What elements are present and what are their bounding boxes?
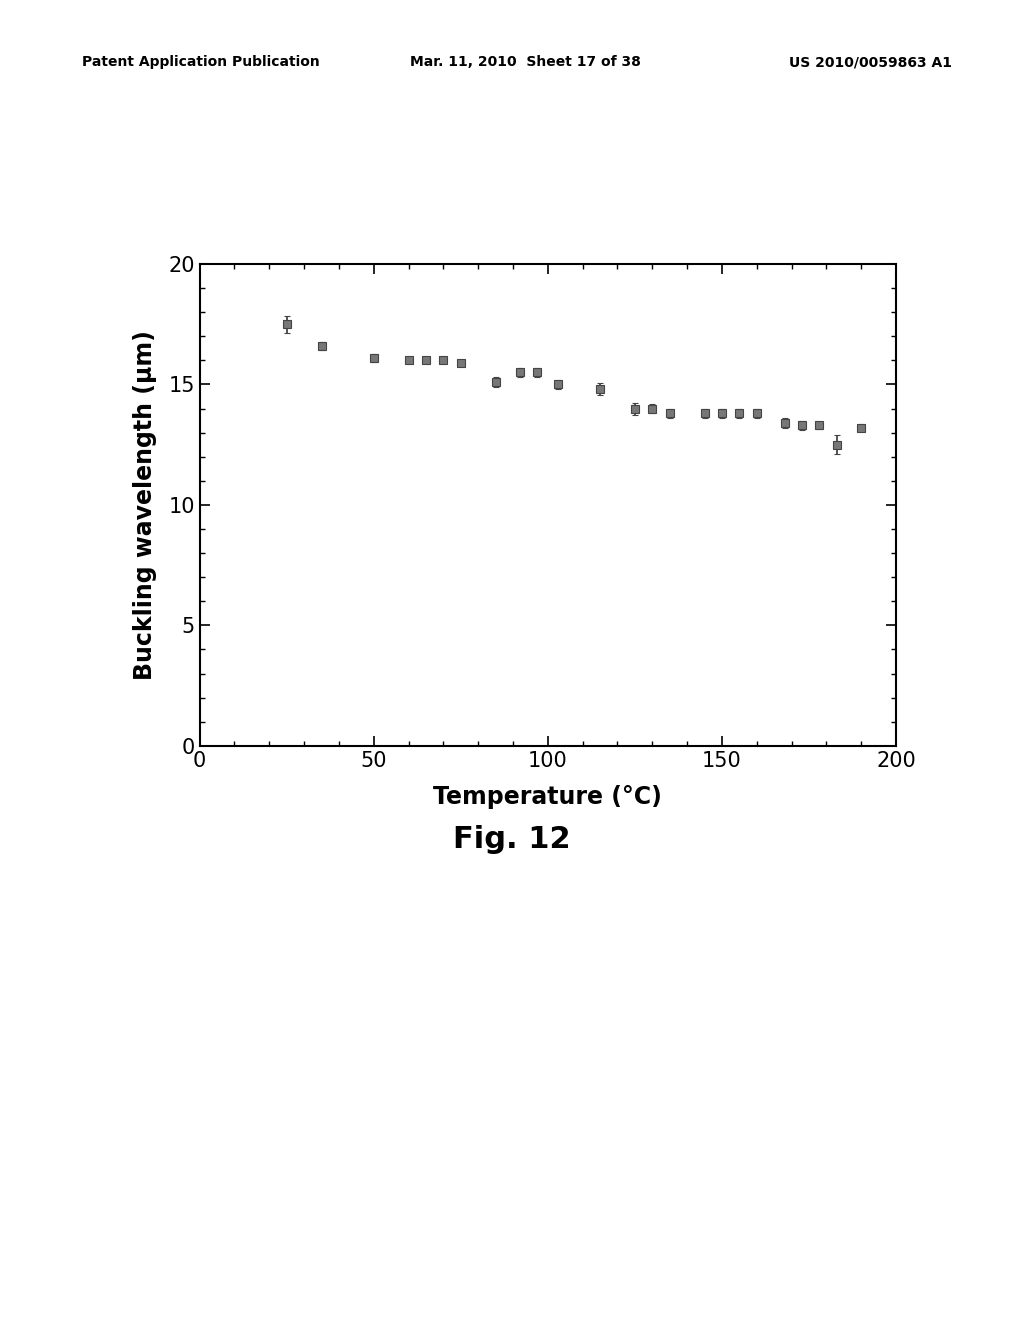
Text: US 2010/0059863 A1: US 2010/0059863 A1 <box>790 55 952 70</box>
X-axis label: Temperature (°C): Temperature (°C) <box>433 784 663 809</box>
Text: Patent Application Publication: Patent Application Publication <box>82 55 319 70</box>
Text: Fig. 12: Fig. 12 <box>454 825 570 854</box>
Text: Mar. 11, 2010  Sheet 17 of 38: Mar. 11, 2010 Sheet 17 of 38 <box>410 55 640 70</box>
Y-axis label: Buckling wavelength (μm): Buckling wavelength (μm) <box>133 330 158 680</box>
